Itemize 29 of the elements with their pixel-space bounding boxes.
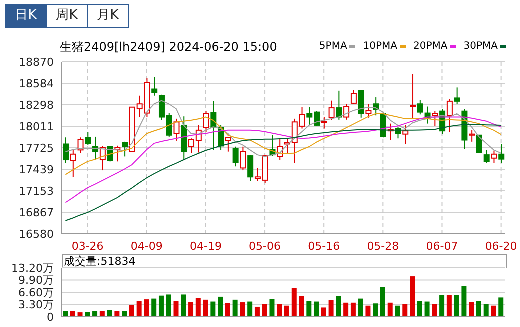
x-tick-label: 04-19 [190, 240, 222, 253]
x-tick-label: 05-16 [308, 240, 340, 253]
y-tick-label: 18011 [19, 120, 54, 134]
x-tick-label: 03-26 [72, 240, 104, 253]
x-tick-label: 06-07 [426, 240, 458, 253]
y-tick-label: 16580 [19, 228, 54, 241]
legend-label: 30PMA [464, 41, 498, 52]
y-tick-label: 9.90万 [18, 274, 54, 288]
y-tick-label: 18298 [19, 98, 54, 112]
y-tick-label: 18584 [19, 77, 54, 90]
y-tick-label: 17153 [19, 184, 54, 198]
y-tick-label: 16867 [19, 206, 54, 220]
chart-title: 成交量:51834 [64, 254, 136, 269]
y-tick-label: 13.20万 [12, 262, 54, 275]
x-tick-label: 06-20 [485, 240, 518, 253]
y-tick-label: 0 [47, 310, 54, 324]
legend-label: 10PMA [363, 41, 398, 52]
x-tick-label: 05-06 [249, 240, 282, 253]
y-tick-label: 6.60万 [18, 286, 54, 300]
chart-title: 生猪2409[lh2409] 2024-06-20 15:00 [60, 39, 278, 56]
tab-button: 日K [6, 5, 46, 27]
y-tick-label: 3.30万 [18, 298, 54, 312]
legend-label: 5PMA [319, 41, 348, 52]
y-tick-label: 18870 [19, 56, 54, 69]
x-tick-label: 05-28 [367, 240, 400, 253]
legend-label: 20PMA [414, 41, 448, 52]
y-tick-label: 17725 [19, 142, 54, 155]
x-tick-label: 04-09 [130, 240, 163, 253]
y-tick-label: 17439 [19, 163, 54, 176]
